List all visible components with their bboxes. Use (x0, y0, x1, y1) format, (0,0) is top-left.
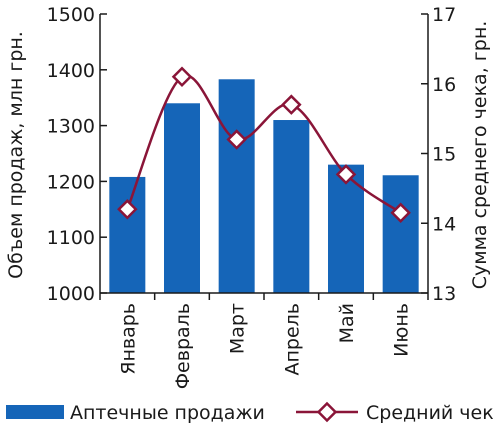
bars-group (109, 79, 419, 294)
bar-6 (382, 175, 419, 293)
line-point-4 (281, 94, 302, 115)
bar-1 (109, 176, 146, 293)
y2-axis-title: Сумма среднего чека, грн. (469, 21, 491, 290)
x-tick-label-1: Январь (117, 303, 139, 375)
legend-line-label: Средний чек (366, 402, 494, 424)
y-tick-label-3: 1300 (47, 116, 95, 138)
y-tick-label-2: 1200 (47, 171, 95, 193)
line-point-6 (390, 202, 411, 224)
legend-line-marker (316, 401, 338, 423)
line-point-5 (335, 164, 357, 185)
y-tick-label-4: 1400 (47, 60, 95, 82)
y-tick-label-1: 1100 (47, 227, 95, 249)
y2-tick-label-2: 15 (432, 144, 456, 166)
y-axis-title: Объем продаж, млн грн. (5, 31, 27, 279)
x-tick-label-3: Март (227, 303, 249, 354)
bar-4 (273, 120, 310, 294)
x-tick-label-4: Апрель (281, 303, 303, 376)
y2-tick-label-3: 16 (432, 74, 456, 96)
x-tick-labels: Январь Февраль Март Апрель Май Июнь (117, 303, 412, 389)
legend-bar-label: Аптечные продажи (70, 402, 265, 424)
line-point-2 (171, 66, 193, 88)
y-tick-label-0: 1000 (47, 283, 95, 305)
line-group (117, 66, 411, 224)
x-tick-label-6: Июнь (391, 303, 413, 357)
y2-tick-label-0: 13 (432, 283, 456, 305)
line-point-1 (117, 199, 138, 220)
x-tick-label-2: Февраль (172, 303, 194, 389)
y2-tick-label-1: 14 (432, 213, 456, 235)
axes-group: 1000 1100 1200 1300 1400 1500 13 14 15 16 17 (47, 4, 457, 305)
y2-tick-label-4: 17 (432, 4, 456, 26)
line-point-3 (226, 129, 247, 150)
y-tick-label-5: 1500 (47, 4, 95, 26)
x-tick-label-5: Май (336, 303, 358, 343)
legend: Аптечные продажи Средний чек (6, 401, 494, 424)
legend-bar-swatch (6, 405, 64, 419)
bar-2 (164, 103, 200, 293)
bar-3 (218, 79, 255, 293)
